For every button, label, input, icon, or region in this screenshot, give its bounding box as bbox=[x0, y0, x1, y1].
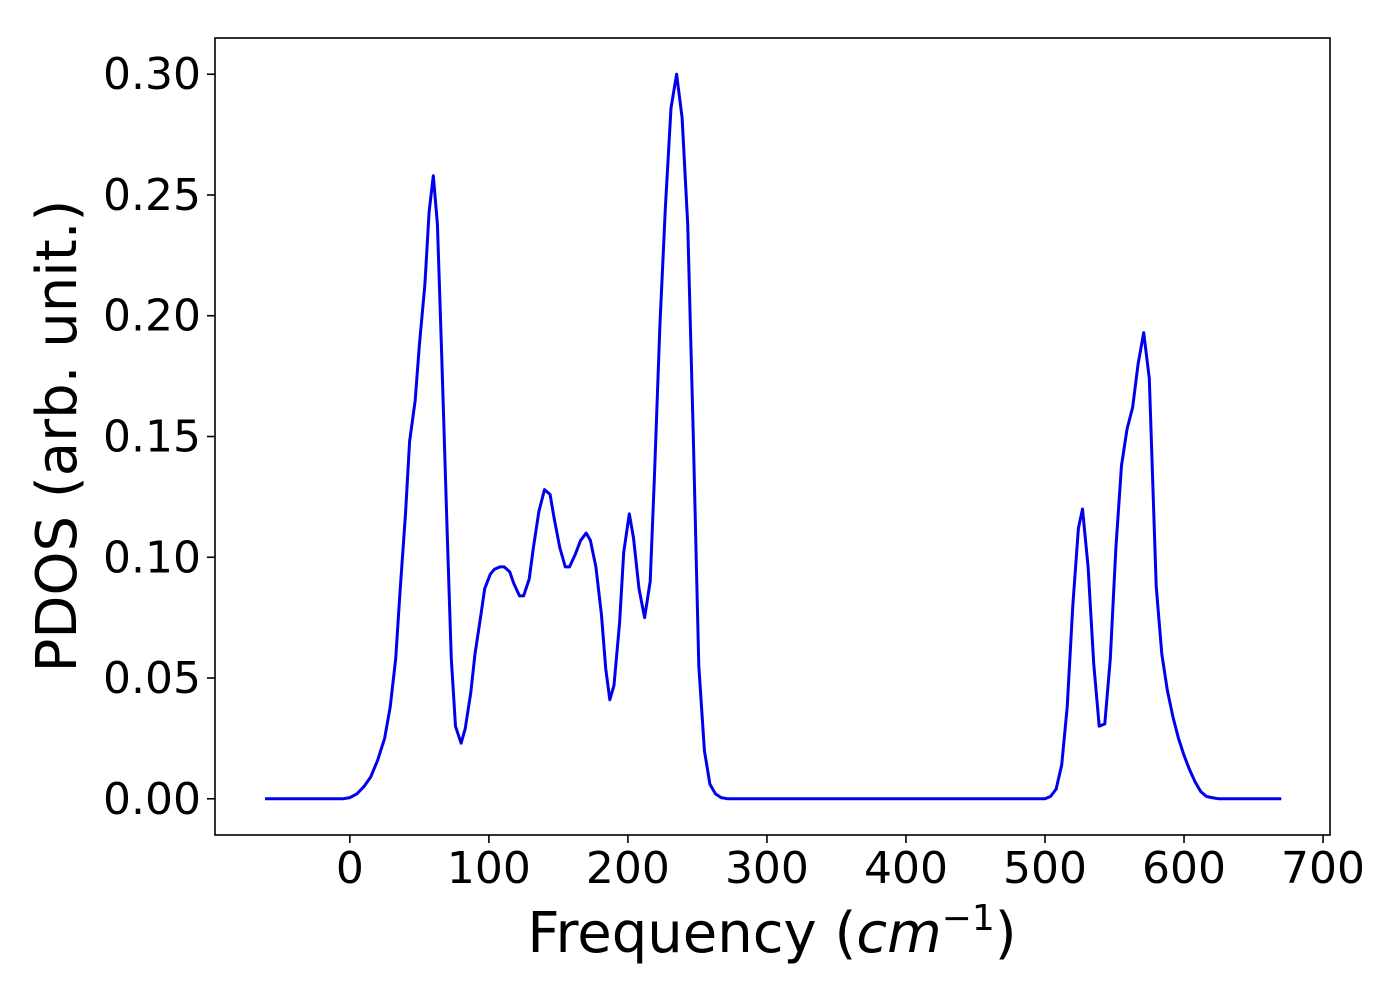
y-axis-label: PDOS (arb. unit.) bbox=[25, 200, 90, 673]
x-axis-ticks: 0 100 200 300 400 500 600 700 bbox=[336, 835, 1365, 894]
x-tick-label: 700 bbox=[1281, 843, 1365, 894]
y-tick-label: 0.15 bbox=[103, 412, 201, 463]
x-tick-label: 0 bbox=[336, 843, 364, 894]
plot-area-frame bbox=[214, 37, 1331, 836]
y-tick-label: 0.05 bbox=[103, 653, 201, 704]
y-axis-ticks: 0.00 0.05 0.10 0.15 0.20 0.25 0.30 bbox=[103, 49, 215, 825]
y-tick-label: 0.25 bbox=[103, 170, 201, 221]
x-axis-label-exponent: −1 bbox=[942, 898, 995, 939]
x-axis-label: Frequency (cm−1) bbox=[527, 898, 1016, 966]
x-tick-label: 300 bbox=[725, 843, 809, 894]
x-tick-label: 500 bbox=[1003, 843, 1087, 894]
y-tick-label: 0.20 bbox=[103, 291, 201, 342]
y-tick-label: 0.10 bbox=[103, 532, 201, 583]
y-tick-label: 0.00 bbox=[103, 774, 201, 825]
pdos-series-line bbox=[265, 72, 1282, 801]
x-tick-label: 400 bbox=[864, 843, 948, 894]
x-axis-label-math: cm bbox=[856, 901, 941, 966]
x-axis-label-close: ) bbox=[995, 901, 1017, 966]
x-tick-label: 100 bbox=[447, 843, 531, 894]
x-tick-label: 600 bbox=[1142, 843, 1226, 894]
x-tick-label: 200 bbox=[586, 843, 670, 894]
x-axis-label-text: Frequency ( bbox=[527, 901, 856, 966]
y-tick-label: 0.30 bbox=[103, 49, 201, 100]
